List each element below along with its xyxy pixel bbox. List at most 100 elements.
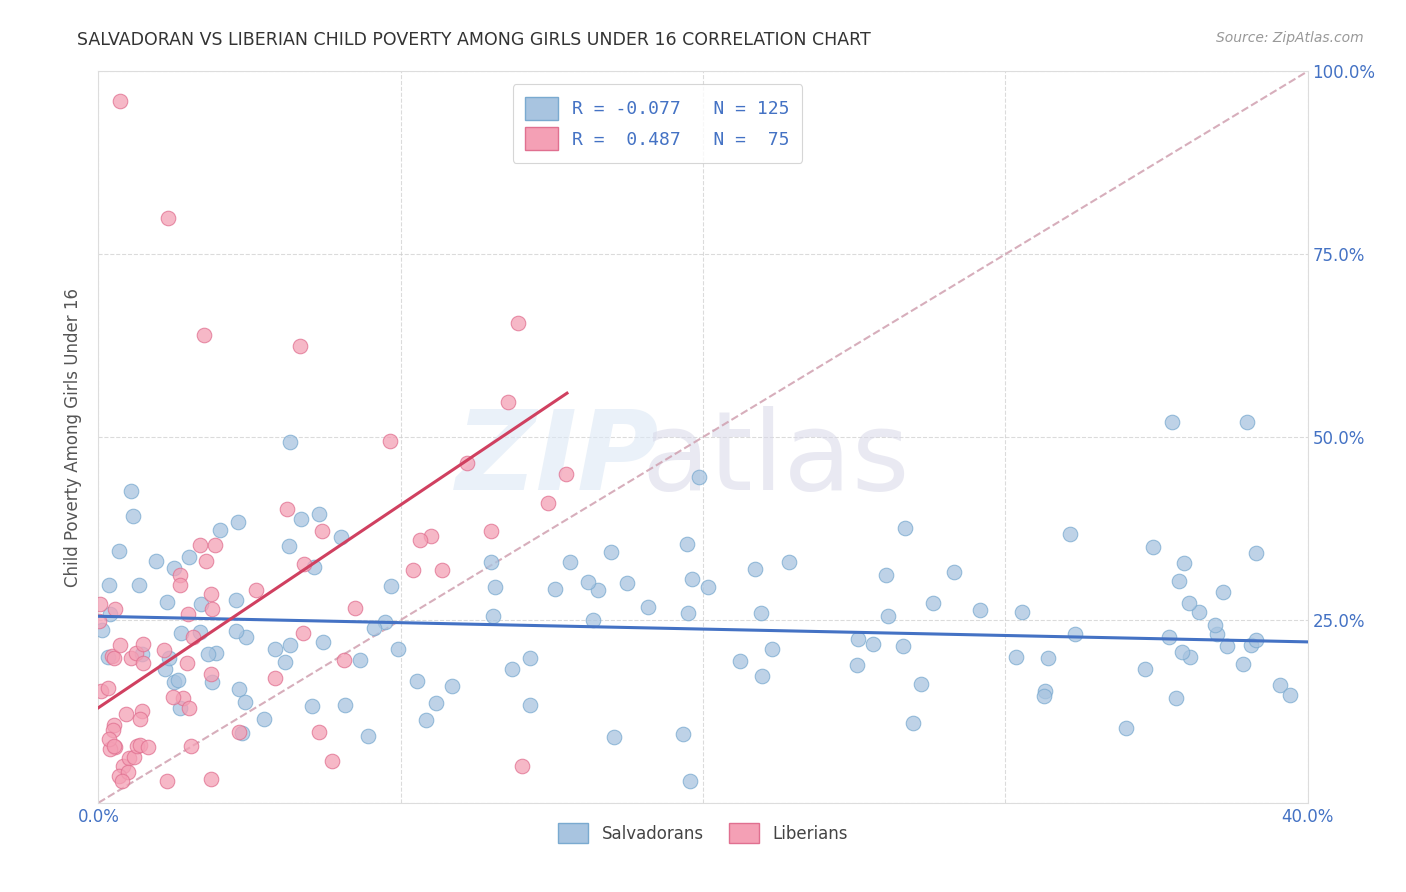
Point xyxy=(510,759,533,773)
Point xyxy=(1135,662,1157,676)
Point xyxy=(333,653,356,667)
Point xyxy=(163,561,186,575)
Point xyxy=(128,712,150,726)
Point xyxy=(90,684,112,698)
Point xyxy=(1236,416,1258,430)
Point xyxy=(1171,645,1194,659)
Point xyxy=(188,538,211,552)
Point xyxy=(1180,649,1202,664)
Point xyxy=(969,603,991,617)
Point xyxy=(1005,650,1028,665)
Point xyxy=(1064,626,1087,640)
Point xyxy=(302,559,325,574)
Point xyxy=(110,773,132,788)
Point xyxy=(177,701,200,715)
Point xyxy=(1215,639,1237,653)
Point xyxy=(108,769,131,783)
Point xyxy=(91,624,114,638)
Point xyxy=(263,641,285,656)
Point xyxy=(117,765,139,780)
Point xyxy=(104,739,127,754)
Point xyxy=(233,695,256,709)
Point xyxy=(456,456,478,470)
Point xyxy=(145,553,167,567)
Point xyxy=(501,662,523,676)
Point xyxy=(153,662,176,676)
Point xyxy=(910,677,932,691)
Point xyxy=(156,211,179,225)
Point xyxy=(97,649,120,664)
Point xyxy=(402,563,425,577)
Point xyxy=(163,675,186,690)
Point xyxy=(728,654,751,668)
Point xyxy=(1244,546,1267,560)
Point xyxy=(204,538,226,552)
Point xyxy=(943,565,966,579)
Point xyxy=(103,651,125,665)
Point xyxy=(110,638,132,652)
Point xyxy=(87,615,110,629)
Point xyxy=(101,648,124,663)
Point xyxy=(406,673,429,688)
Point xyxy=(276,502,298,516)
Point xyxy=(357,729,380,743)
Point xyxy=(228,724,250,739)
Point xyxy=(120,651,142,665)
Point xyxy=(603,730,626,744)
Point xyxy=(169,578,191,592)
Point xyxy=(193,327,215,342)
Point xyxy=(172,690,194,705)
Point xyxy=(1036,650,1059,665)
Point xyxy=(311,524,333,538)
Point xyxy=(188,624,211,639)
Point xyxy=(277,539,299,553)
Point xyxy=(201,602,224,616)
Text: atlas: atlas xyxy=(641,406,910,513)
Point xyxy=(98,578,121,592)
Point xyxy=(482,608,505,623)
Point xyxy=(479,524,502,538)
Point xyxy=(200,772,222,786)
Point xyxy=(600,545,623,559)
Point xyxy=(1160,416,1182,430)
Point xyxy=(430,563,453,577)
Point xyxy=(115,707,138,722)
Point xyxy=(1240,638,1263,652)
Point xyxy=(107,544,129,558)
Point xyxy=(97,681,120,695)
Point xyxy=(749,606,772,620)
Point xyxy=(696,580,718,594)
Point xyxy=(311,635,333,649)
Point xyxy=(679,773,702,788)
Point xyxy=(875,568,897,582)
Point xyxy=(1278,688,1301,702)
Point xyxy=(1059,526,1081,541)
Point xyxy=(104,602,127,616)
Point xyxy=(846,632,869,646)
Point xyxy=(190,597,212,611)
Point xyxy=(576,575,599,590)
Point xyxy=(157,651,180,665)
Point xyxy=(555,467,578,481)
Point xyxy=(228,682,250,697)
Point xyxy=(131,704,153,718)
Point xyxy=(537,496,560,510)
Point xyxy=(308,507,330,521)
Point xyxy=(278,638,301,652)
Point xyxy=(1206,627,1229,641)
Point xyxy=(288,339,311,353)
Point xyxy=(420,529,443,543)
Point xyxy=(120,484,142,499)
Point xyxy=(380,579,402,593)
Point xyxy=(181,630,204,644)
Point xyxy=(744,562,766,576)
Point xyxy=(128,578,150,592)
Text: Source: ZipAtlas.com: Source: ZipAtlas.com xyxy=(1216,31,1364,45)
Point xyxy=(280,434,302,449)
Point xyxy=(378,434,401,448)
Point xyxy=(1173,556,1195,570)
Point xyxy=(1212,584,1234,599)
Point xyxy=(131,648,153,662)
Point xyxy=(253,712,276,726)
Point xyxy=(1168,574,1191,588)
